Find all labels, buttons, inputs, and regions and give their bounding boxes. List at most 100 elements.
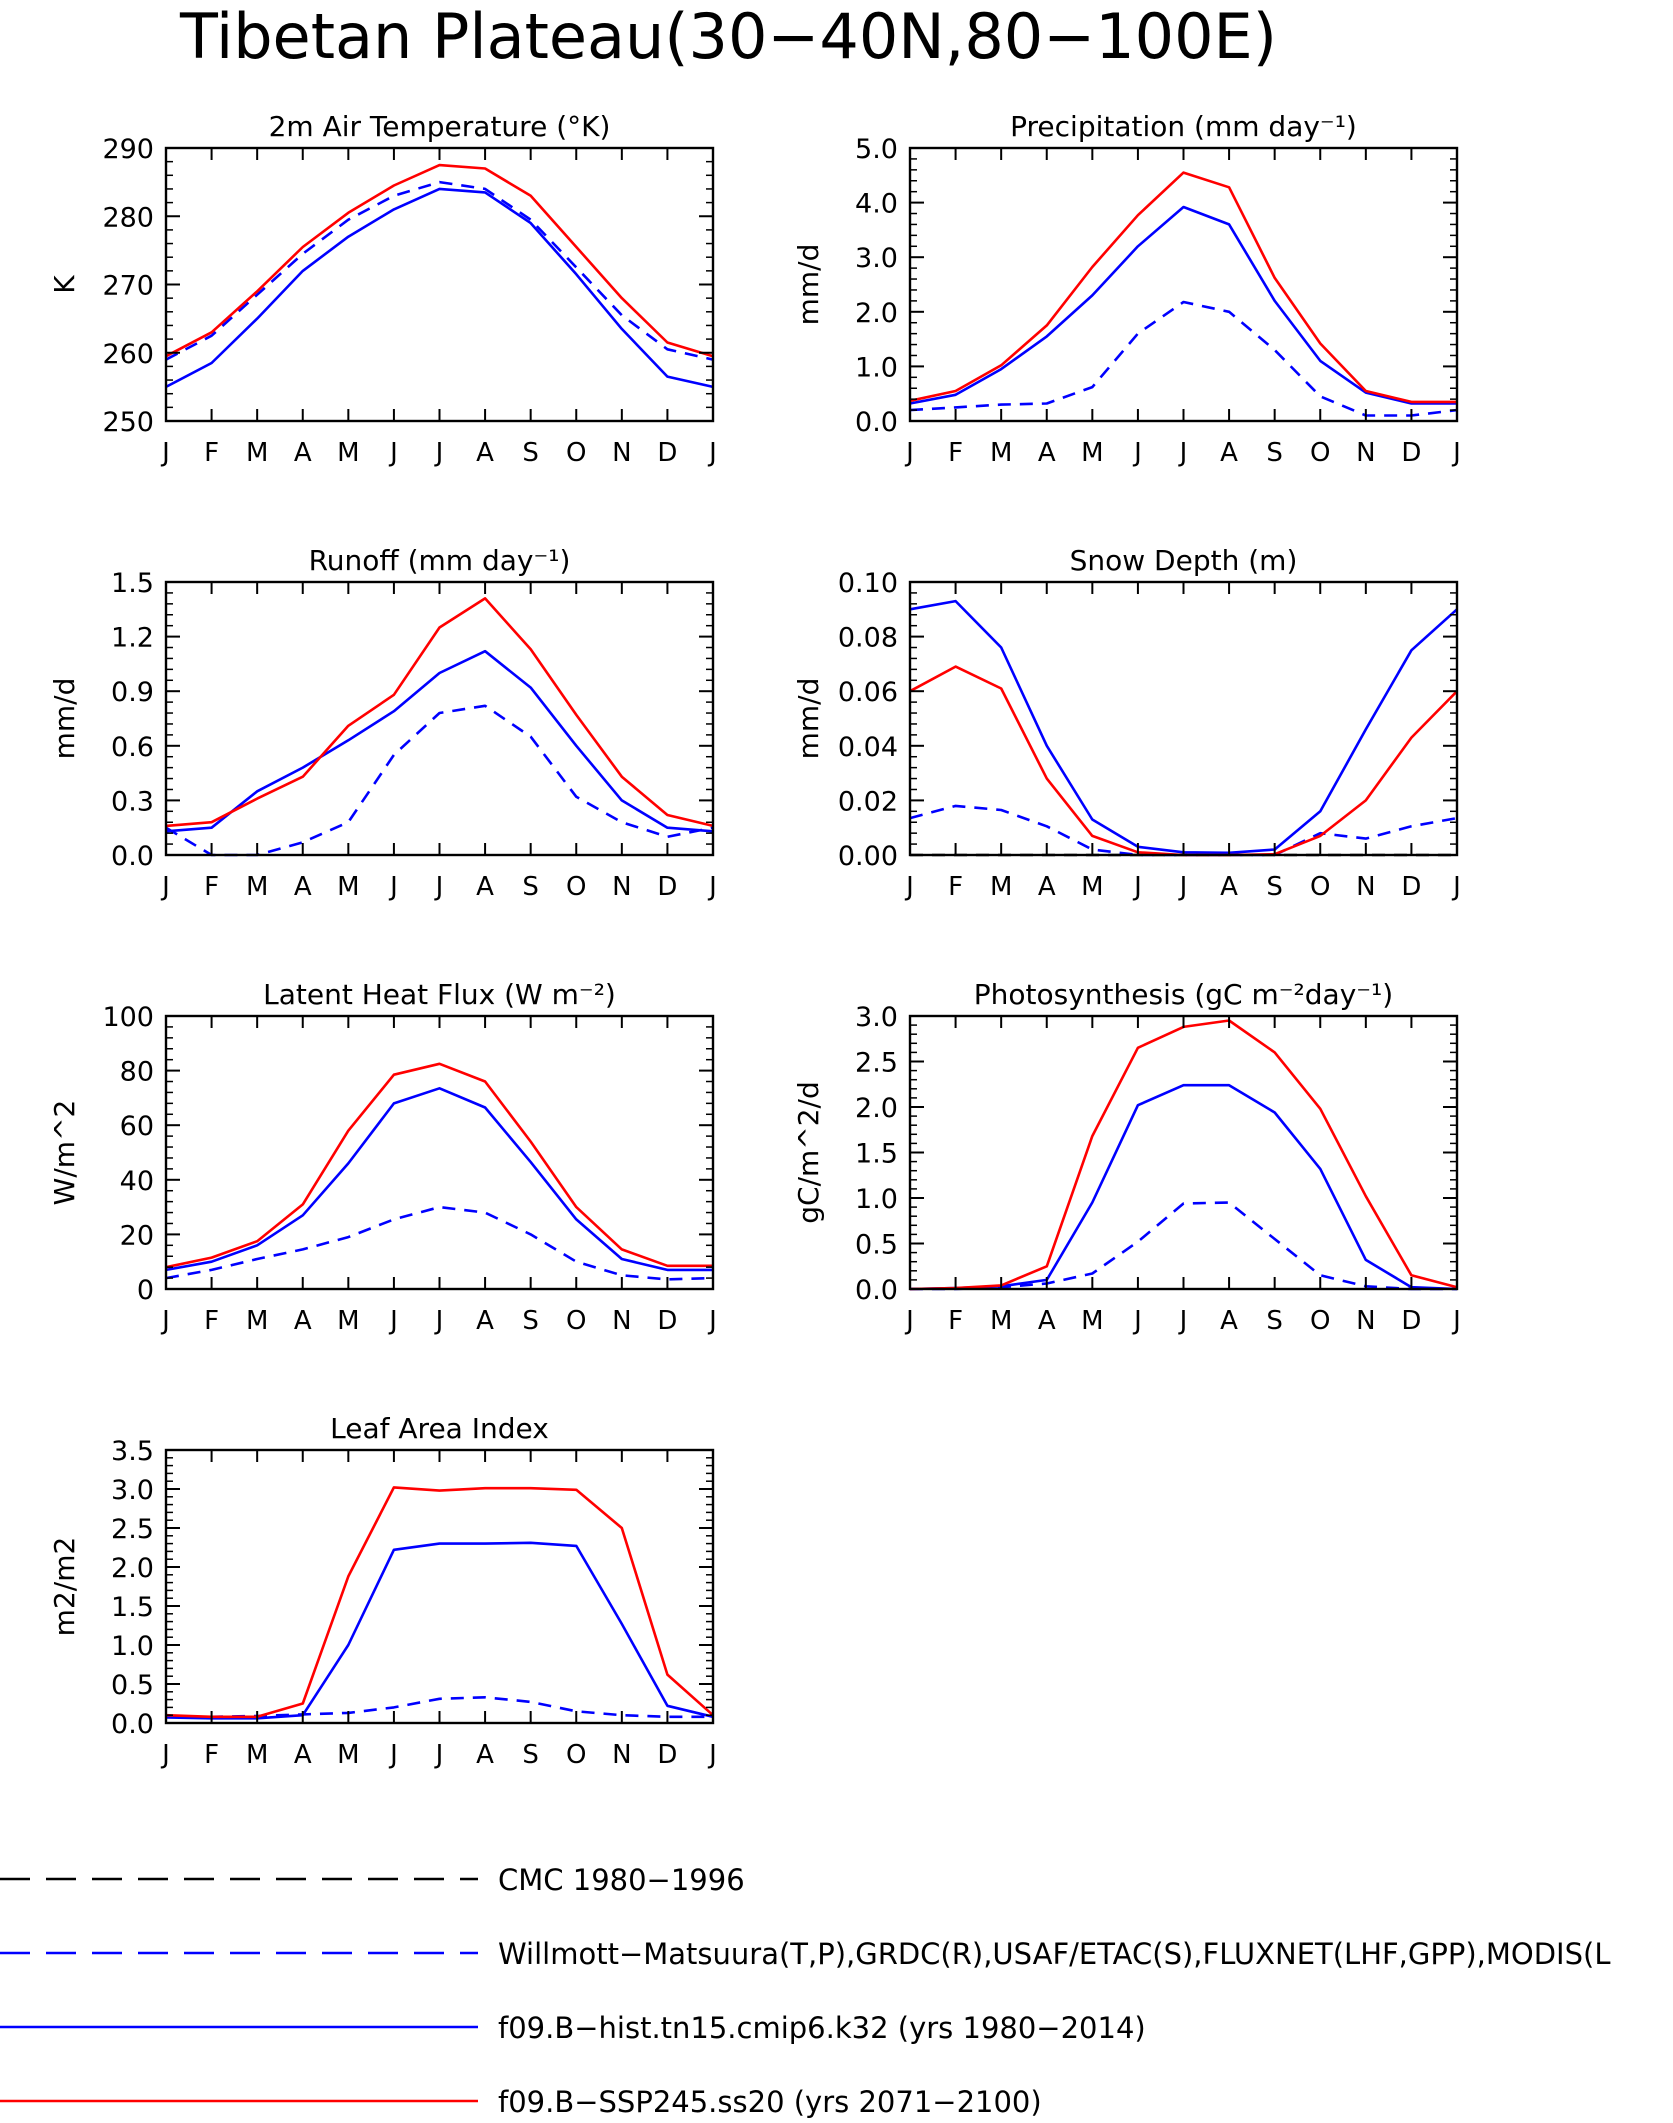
panel-title: 2m Air Temperature (°K): [269, 110, 611, 143]
legend-label: CMC 1980−1996: [498, 1863, 745, 1897]
series-line-solid-1: [165, 1541, 714, 1720]
legend-item: Willmott−Matsuura(T,P),GRDC(R),USAF/ETAC…: [0, 1937, 1611, 1971]
plot-frame: [908, 146, 1459, 423]
y-tick-label: 250: [102, 407, 154, 438]
x-tick-label: A: [476, 872, 494, 902]
x-tick-label: J: [707, 872, 717, 902]
y-tick-label: 20: [120, 1220, 154, 1251]
legend-group: CMC 1980−1996 Willmott−Matsuura(T,P),GRDC…: [0, 1863, 1611, 2119]
x-tick-label: D: [657, 1306, 677, 1336]
x-tick-label: N: [612, 1306, 631, 1336]
x-tick-label: J: [388, 872, 398, 902]
y-tick-label: 0.0: [111, 841, 154, 872]
series-line-solid-1: [165, 1087, 713, 1272]
x-tick-label: S: [522, 872, 539, 902]
x-tick-label: J: [1132, 1306, 1142, 1336]
plot-frame: [908, 580, 1459, 857]
y-tick-label: 1.0: [855, 352, 898, 383]
x-tick-label: O: [1310, 438, 1330, 468]
y-tick-label: 2.0: [855, 298, 898, 329]
y-tick-label: 2.5: [111, 1514, 154, 1545]
x-tick-label: J: [388, 1306, 398, 1336]
x-tick-label: A: [1038, 438, 1056, 468]
x-tick-label: J: [1451, 1306, 1461, 1336]
y-tick-label: 1.5: [111, 1592, 154, 1623]
y-tick-label: 1.0: [111, 1631, 154, 1662]
page-title: Tibetan Plateau(30−40N,80−100E): [180, 0, 1277, 73]
x-tick-label: J: [160, 872, 170, 902]
x-tick-label: F: [204, 1306, 219, 1336]
panel-precipitation-mm-day: J F M A M J J A S O N D J0.01.02.03.04.05.0Precipita…: [792, 110, 1461, 468]
y-axis-label: W/m^2: [48, 1100, 81, 1206]
x-tick-label: D: [657, 872, 677, 902]
panel-title: Precipitation (mm day⁻¹): [1010, 110, 1357, 143]
x-tick-label: J: [1132, 438, 1142, 468]
y-tick-label: 2.0: [855, 1093, 898, 1124]
y-tick-label: 3.5: [111, 1436, 154, 1467]
x-tick-label: S: [522, 438, 539, 468]
y-tick-label: 2.5: [855, 1048, 898, 1079]
legend-item: CMC 1980−1996: [0, 1863, 745, 1897]
y-tick-label: 5.0: [855, 134, 898, 165]
x-tick-label: J: [434, 1306, 444, 1336]
y-tick-label: 260: [102, 339, 154, 370]
y-tick-label: 1.2: [111, 623, 154, 654]
x-tick-label: M: [337, 1740, 359, 1770]
x-tick-label: A: [294, 438, 312, 468]
series-line-dashed-0: [909, 300, 1458, 417]
y-tick-label: 270: [102, 271, 154, 302]
x-tick-label: O: [566, 1306, 586, 1336]
legend-label: f09.B−SSP245.ss20 (yrs 2071−2100): [498, 2085, 1042, 2119]
x-tick-label: J: [904, 872, 914, 902]
x-tick-label: A: [476, 1740, 494, 1770]
y-tick-label: 60: [120, 1111, 154, 1142]
y-tick-label: 1.5: [111, 568, 154, 599]
x-tick-label: J: [707, 1740, 717, 1770]
x-tick-label: M: [1081, 872, 1103, 902]
x-tick-label: D: [657, 1740, 677, 1770]
x-tick-label: O: [566, 1740, 586, 1770]
y-tick-label: 0.0: [855, 407, 898, 438]
x-tick-label: M: [337, 1306, 359, 1336]
y-tick-label: 0.0: [855, 1275, 898, 1306]
plot-frame: [908, 1014, 1459, 1291]
y-axis-label: K: [48, 275, 81, 294]
series-line-dashed-0: [165, 1205, 714, 1281]
x-tick-label: M: [246, 1306, 268, 1336]
y-axis-label: m2/m2: [48, 1537, 81, 1637]
series-line-solid-1: [909, 1083, 1458, 1291]
series-line-solid-2: [909, 599, 1458, 855]
y-axis-label: gC/m^2/d: [792, 1081, 825, 1224]
series-line-solid-1: [165, 649, 714, 833]
x-tick-label: J: [707, 438, 717, 468]
plot-frame: [164, 580, 715, 857]
legend-label: f09.B−hist.tn15.cmip6.k32 (yrs 1980−2014…: [498, 2011, 1146, 2045]
x-tick-label: N: [1356, 438, 1375, 468]
y-tick-label: 0.08: [838, 623, 898, 654]
x-tick-label: A: [1220, 1306, 1238, 1336]
x-tick-label: N: [1356, 1306, 1375, 1336]
y-tick-label: 0.9: [111, 677, 154, 708]
legend-item: f09.B−hist.tn15.cmip6.k32 (yrs 1980−2014…: [0, 2011, 1146, 2045]
x-tick-label: D: [1401, 872, 1421, 902]
panel-photosynthesis-gc-m-day: J F M A M J J A S O N D J0.00.51.01.52.02.53.0Photos…: [792, 978, 1461, 1336]
x-tick-label: S: [522, 1740, 539, 1770]
panel-title: Photosynthesis (gC m⁻²day⁻¹): [974, 978, 1393, 1011]
x-tick-label: A: [476, 438, 494, 468]
x-tick-label: J: [388, 1740, 398, 1770]
x-tick-label: J: [1178, 1306, 1188, 1336]
series-line-solid-2: [165, 1062, 713, 1269]
y-tick-label: 0.3: [111, 786, 154, 817]
y-tick-label: 3.0: [855, 243, 898, 274]
x-tick-label: D: [1401, 438, 1421, 468]
y-tick-label: 1.0: [855, 1184, 898, 1215]
series-line-solid-1: [909, 205, 1457, 405]
x-tick-label: M: [246, 1740, 268, 1770]
x-tick-label: J: [904, 1306, 914, 1336]
x-tick-label: J: [388, 438, 398, 468]
x-tick-label: A: [294, 872, 312, 902]
panel-title: Latent Heat Flux (W m⁻²): [263, 978, 616, 1011]
x-tick-label: A: [1220, 872, 1238, 902]
